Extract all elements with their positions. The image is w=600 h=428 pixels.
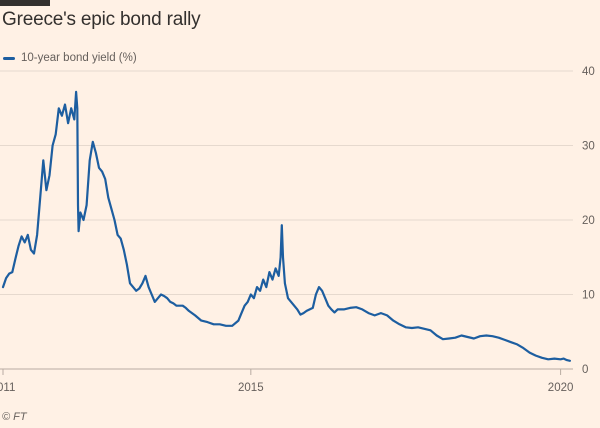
y-tick-label-0: 0	[582, 364, 588, 376]
y-tick-label-40: 40	[582, 66, 595, 78]
x-tick-label-2020: 2020	[548, 382, 574, 394]
grid-lines	[0, 70, 573, 370]
brand-bar	[0, 0, 50, 6]
legend-label: 10-year bond yield (%)	[21, 52, 137, 64]
series-layer	[1, 90, 571, 362]
y-tick-label-20: 20	[582, 215, 595, 227]
source-credit: © FT	[2, 411, 27, 423]
series-line-0	[1, 90, 571, 362]
legend: 10-year bond yield (%)	[3, 52, 137, 64]
legend-swatch	[3, 56, 15, 60]
y-tick-label-30: 30	[582, 141, 595, 153]
x-tick-label-2015: 2015	[238, 382, 264, 394]
y-tick-label-10: 10	[582, 290, 595, 302]
x-tick-label-2011: 2011	[0, 382, 15, 394]
x-axis-ticks: 2011 2015 2020	[0, 369, 573, 394]
y-axis-ticks: 0 10 20 30 40	[582, 66, 595, 376]
chart-title: Greece's epic bond rally	[2, 9, 201, 30]
